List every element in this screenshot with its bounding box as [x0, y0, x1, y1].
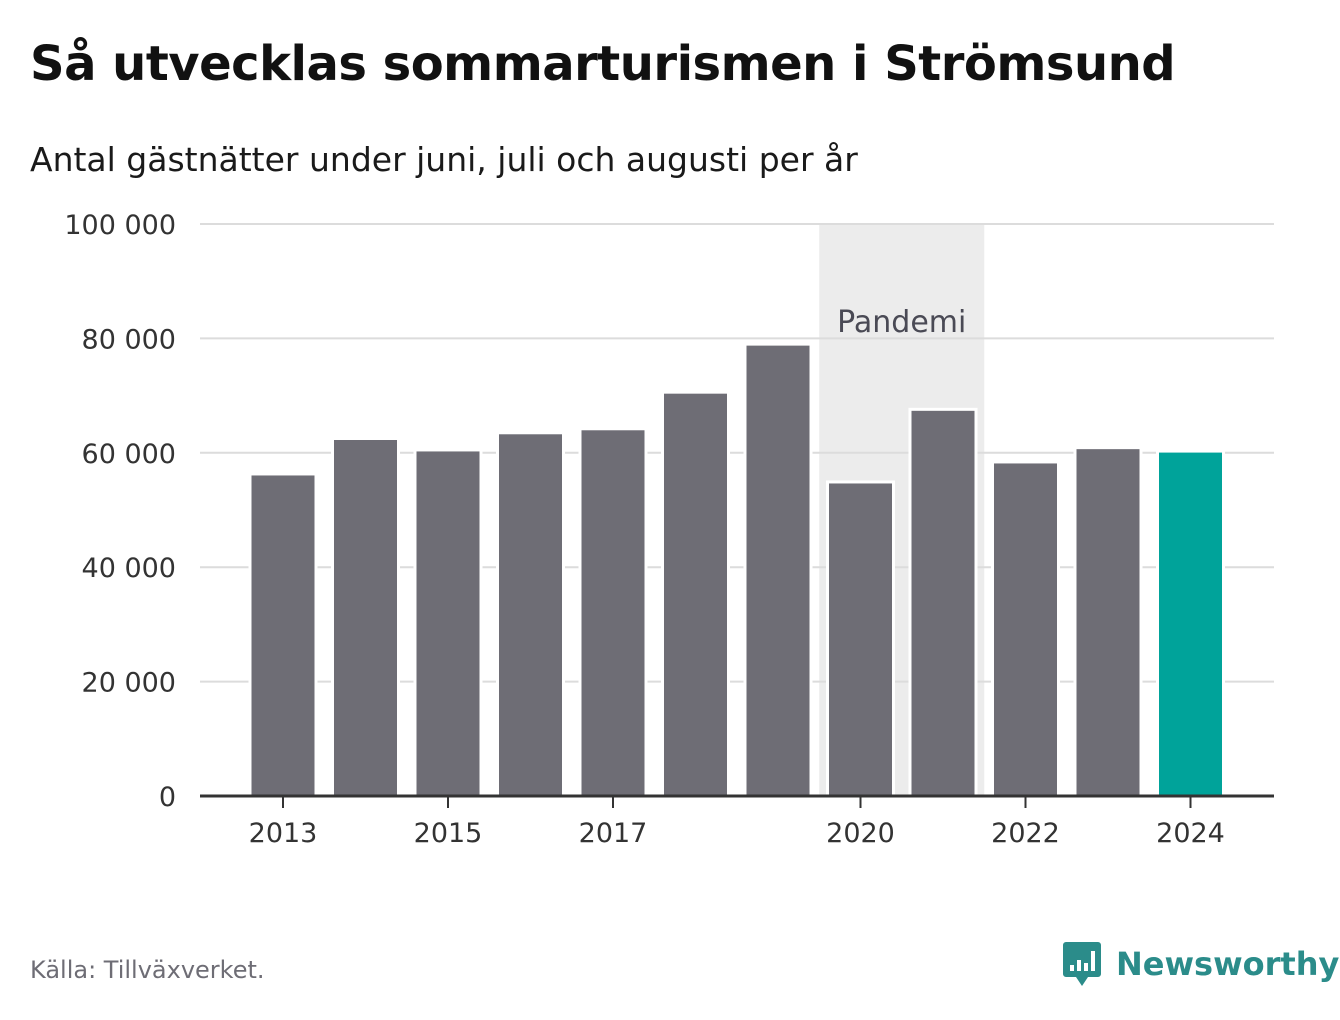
bar-2020 — [826, 480, 895, 798]
y-tick-label: 20 000 — [82, 668, 176, 699]
y-tick-label: 60 000 — [82, 439, 176, 470]
chart-title: Så utvecklas sommarturismen i Strömsund — [30, 36, 1176, 92]
axes — [200, 794, 1274, 808]
bar-chart: Pandemi 0 20 000 40 000 60 000 80 000 100 000… — [64, 210, 1274, 849]
y-tick-label: 0 — [159, 782, 176, 813]
x-tick-label: 2020 — [826, 818, 895, 849]
bar-2023 — [1073, 446, 1143, 798]
bar-2013 — [248, 472, 318, 798]
x-tick-label: 2017 — [579, 818, 648, 849]
tick-labels: 0 20 000 40 000 60 000 80 000 100 000 2013 2015… — [64, 210, 1225, 849]
bar-2018 — [661, 390, 730, 798]
bar-2015 — [413, 448, 483, 798]
source-note: Källa: Tillväxverket. — [30, 956, 265, 984]
x-tick-label: 2022 — [991, 818, 1060, 849]
bar-2024 — [1156, 449, 1225, 798]
bars — [248, 342, 1225, 798]
brand-logo-group: Newsworthy — [1062, 940, 1339, 988]
bar-2021 — [908, 407, 978, 798]
x-tick-label: 2013 — [249, 818, 318, 849]
bar-2019 — [743, 342, 813, 798]
bar-2014 — [331, 437, 400, 798]
bar-2016 — [496, 431, 565, 798]
bar-2017 — [578, 427, 648, 798]
bar-2022 — [991, 460, 1060, 798]
y-tick-label: 40 000 — [82, 553, 176, 584]
pandemic-label: Pandemi — [837, 305, 966, 340]
x-tick-label: 2024 — [1156, 818, 1225, 849]
x-tick-label: 2015 — [414, 818, 483, 849]
newsworthy-logo-icon — [1063, 942, 1101, 986]
y-tick-label: 100 000 — [64, 210, 176, 241]
chart-subtitle: Antal gästnätter under juni, juli och au… — [30, 140, 858, 179]
y-tick-label: 80 000 — [82, 324, 176, 355]
brand-name: Newsworthy — [1116, 945, 1340, 983]
